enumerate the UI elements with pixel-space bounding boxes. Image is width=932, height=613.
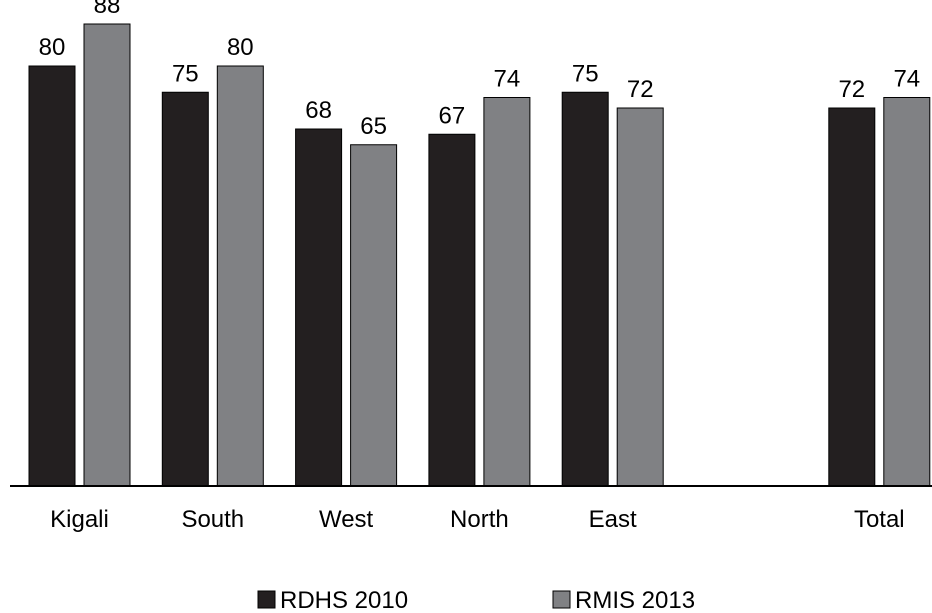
legend-swatch-rmis-2013 <box>552 590 571 609</box>
bars-layer <box>28 23 931 487</box>
bar-east-series-2 <box>616 107 664 487</box>
data-label-north-series-1: 67 <box>439 102 466 129</box>
category-label-kigali: Kigali <box>50 506 109 533</box>
legend-swatch-rdhs-2010 <box>257 590 276 609</box>
data-label-east-series-2: 72 <box>627 76 654 103</box>
data-label-total-series-2: 74 <box>893 66 920 93</box>
data-label-kigali-series-1: 80 <box>39 34 66 61</box>
data-label-kigali-series-2: 88 <box>94 0 121 19</box>
category-label-north: North <box>450 506 509 533</box>
data-label-west-series-1: 68 <box>305 97 332 124</box>
bar-west-series-2 <box>350 144 398 487</box>
bar-west-series-1 <box>295 128 343 487</box>
category-label-south: South <box>181 506 244 533</box>
legend-item-rdhs-2010: RDHS 2010 <box>257 587 408 613</box>
bar-south-series-2 <box>216 65 264 487</box>
category-label-west: West <box>319 506 374 533</box>
bar-north-series-2 <box>483 97 531 487</box>
legend-item-rmis-2013: RMIS 2013 <box>552 587 695 613</box>
legend-label-rdhs-2010: RDHS 2010 <box>280 587 408 613</box>
bar-total-series-1 <box>828 107 876 487</box>
bar-east-series-1 <box>561 91 609 487</box>
bar-south-series-1 <box>161 91 209 487</box>
data-label-total-series-1: 72 <box>838 76 865 103</box>
category-labels-layer: Kigali South West North East Total <box>50 506 905 533</box>
legend-label-rmis-2013: RMIS 2013 <box>575 587 695 613</box>
bar-kigali-series-2 <box>83 23 131 487</box>
data-label-east-series-1: 75 <box>572 60 599 87</box>
data-label-south-series-2: 80 <box>227 34 254 61</box>
data-label-west-series-2: 65 <box>360 113 387 140</box>
bar-north-series-1 <box>428 133 476 487</box>
data-label-north-series-2: 74 <box>494 66 521 93</box>
data-labels-layer: 80 88 75 80 68 65 67 74 75 72 72 74 <box>39 0 921 140</box>
bar-kigali-series-1 <box>28 65 76 487</box>
data-label-south-series-1: 75 <box>172 60 199 87</box>
category-label-total: Total <box>854 506 905 533</box>
category-label-east: East <box>589 506 637 533</box>
bar-total-series-2 <box>883 97 931 487</box>
legend: RDHS 2010 RMIS 2013 <box>257 587 695 613</box>
